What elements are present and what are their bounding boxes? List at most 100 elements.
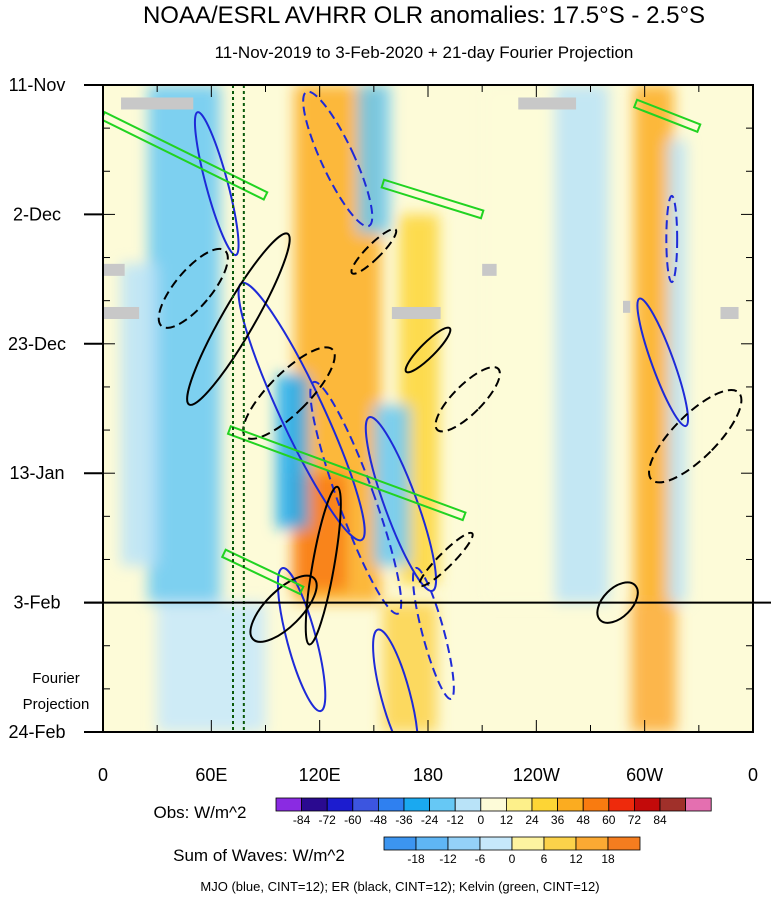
waves-swatch-7 <box>607 836 641 851</box>
er-contour-7 <box>434 366 501 433</box>
missing-data-bar-1 <box>518 97 577 110</box>
obs-level-label: -12 <box>447 813 465 827</box>
missing-data-bar-4 <box>391 306 441 319</box>
y-tick-label: 11-Nov <box>9 75 66 95</box>
obs-level-label: 0 <box>477 813 484 827</box>
x-tick-label: 0 <box>748 765 758 785</box>
kelvin-contour-4 <box>380 178 485 220</box>
obs-level-label: -84 <box>293 813 311 827</box>
mjo-contour-1 <box>302 90 374 228</box>
mjo-contour-4 <box>364 415 438 593</box>
legend-note: MJO (blue, CINT=12); ER (black, CINT=12)… <box>200 879 599 894</box>
x-tick-label: 60W <box>626 765 663 785</box>
missing-data-bar-2 <box>103 263 125 276</box>
obs-level-label: 72 <box>628 813 642 827</box>
obs-level-label: -60 <box>344 813 362 827</box>
anomaly-band-14 <box>631 602 677 732</box>
obs-swatch-9 <box>505 797 533 812</box>
anomaly-band-3 <box>148 85 221 603</box>
waves-swatch-2 <box>447 836 481 851</box>
mjo-contour-9 <box>665 194 679 284</box>
y-tick-label: 23-Dec <box>8 334 66 354</box>
obs-swatch-3 <box>352 797 379 812</box>
missing-data-bar-3 <box>103 306 140 319</box>
waves-level-label: 18 <box>601 852 615 866</box>
missing-data-layer <box>103 97 739 319</box>
obs-swatch-6 <box>429 797 456 812</box>
obs-level-label: -36 <box>395 813 413 827</box>
obs-swatch-16 <box>685 797 712 812</box>
obs-swatch-11 <box>557 797 584 812</box>
y-tick-label: 24-Feb <box>8 722 65 742</box>
obs-colorbar-label: Obs: W/m^2 <box>154 803 247 822</box>
anomaly-band-5 <box>276 374 309 529</box>
anomaly-band-8 <box>482 85 555 603</box>
chart-subtitle: 11-Nov-2019 to 3-Feb-2020 + 21-day Fouri… <box>215 43 634 62</box>
wave-contour-layer <box>103 90 743 732</box>
obs-level-label: -48 <box>370 813 388 827</box>
anomaly-band-11 <box>554 85 609 603</box>
obs-swatch-13 <box>608 797 635 812</box>
obs-level-label: 12 <box>500 813 514 827</box>
waves-swatch-0 <box>383 836 417 851</box>
er-contour-6 <box>404 326 452 374</box>
obs-swatch-0 <box>275 797 303 812</box>
obs-swatch-12 <box>582 797 610 812</box>
missing-data-bar-6 <box>623 300 631 313</box>
x-tick-label: 120W <box>513 765 560 785</box>
missing-data-bar-5 <box>482 263 497 276</box>
er-contour-5 <box>350 227 398 275</box>
waves-swatch-5 <box>543 836 577 851</box>
mjo-contour-7 <box>411 566 455 700</box>
obs-swatch-7 <box>454 797 482 812</box>
kelvin-contour-3 <box>632 98 702 134</box>
obs-level-label: -72 <box>319 813 337 827</box>
obs-level-label: 36 <box>551 813 565 827</box>
obs-level-label: 60 <box>602 813 616 827</box>
waves-colorbar: -18 -12 -6 0 6 12 18 <box>383 836 641 866</box>
waves-level-label: -18 <box>407 852 425 866</box>
er-contour-4 <box>249 574 318 643</box>
x-tick-label: 60E <box>195 765 227 785</box>
er-contour-3 <box>304 485 342 646</box>
waves-level-label: 0 <box>509 852 516 866</box>
x-tick-label: 180 <box>413 765 443 785</box>
mjo-contour-8 <box>636 297 690 428</box>
obs-swatch-10 <box>531 797 559 812</box>
er-contour-8 <box>418 531 474 588</box>
obs-level-label: -24 <box>421 813 439 827</box>
waves-level-label: -6 <box>475 852 486 866</box>
projection-label-line-1: Fourier <box>32 670 80 687</box>
chart-title: NOAA/ESRL AVHRR OLR anomalies: 17.5°S - … <box>143 2 705 29</box>
mjo-contour-6 <box>372 628 419 732</box>
er-contour-2 <box>242 346 336 440</box>
x-tick-label: 0 <box>98 765 108 785</box>
anomaly-band-13 <box>382 602 438 732</box>
y-tick-label: 2-Dec <box>13 204 61 224</box>
obs-level-label: 24 <box>525 813 539 827</box>
kelvin-contour-2 <box>220 548 305 596</box>
anomaly-field <box>121 85 687 732</box>
waves-swatch-6 <box>575 836 609 851</box>
obs-colorbar: -84 -72 -60 -48 -36 -24 -12 0 12 24 36 48 60 72 84 <box>275 797 712 827</box>
obs-level-label: 84 <box>653 813 667 827</box>
y-axis: 11-Nov 2-Dec 23-Dec 13-Jan 3-Feb 24-Feb <box>8 75 753 742</box>
waves-swatch-4 <box>511 836 545 851</box>
y-tick-label: 13-Jan <box>9 463 64 483</box>
obs-level-label: 48 <box>577 813 591 827</box>
x-axis: 0 60E 120E 180 120W 60W 0 <box>98 85 758 785</box>
obs-swatch-14 <box>634 797 661 812</box>
missing-data-bar-0 <box>121 97 194 110</box>
obs-swatch-2 <box>326 797 354 812</box>
missing-data-bar-7 <box>720 306 739 319</box>
obs-swatch-15 <box>659 797 687 812</box>
waves-level-label: 6 <box>541 852 548 866</box>
er-contour-9 <box>648 389 743 484</box>
anomaly-band-6 <box>357 85 391 233</box>
obs-swatch-8 <box>480 797 507 812</box>
er-contour-0 <box>157 247 229 329</box>
mjo-contour-3 <box>309 380 403 615</box>
er-contour-10 <box>596 581 639 624</box>
obs-swatch-1 <box>301 797 328 812</box>
